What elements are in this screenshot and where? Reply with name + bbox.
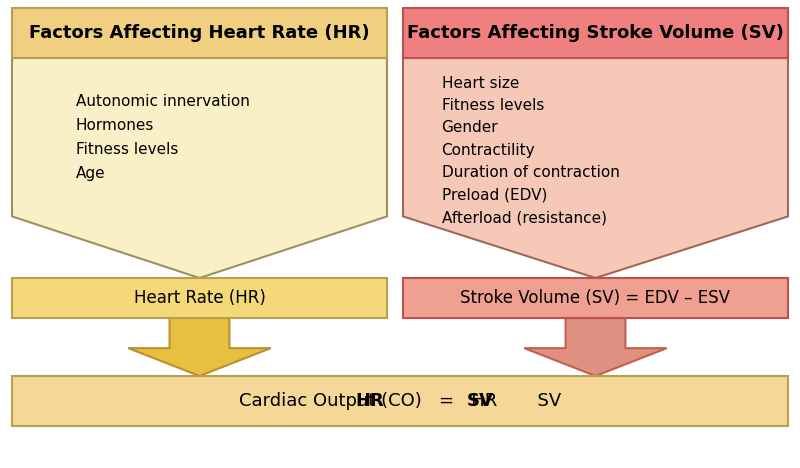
Text: Factors Affecting Stroke Volume (SV): Factors Affecting Stroke Volume (SV) [407, 24, 784, 42]
Bar [403, 8, 788, 58]
Bar [12, 376, 788, 426]
Bar [12, 8, 387, 58]
Text: Stroke Volume (SV) = EDV – ESV: Stroke Volume (SV) = EDV – ESV [461, 289, 730, 307]
Polygon shape [403, 58, 788, 278]
Text: Heart Rate (HR): Heart Rate (HR) [134, 289, 266, 307]
Bar [403, 278, 788, 318]
Text: Cardiac Output (CO)   =   HR       SV: Cardiac Output (CO) = HR SV [239, 392, 561, 410]
Bar [12, 278, 387, 318]
Polygon shape [12, 58, 387, 278]
Text: Autonomic innervation
Hormones
Fitness levels
Age: Autonomic innervation Hormones Fitness l… [76, 94, 250, 181]
Text: SV: SV [466, 392, 494, 410]
Text: Heart size
Fitness levels
Gender
Contractility
Duration of contraction
Preload (: Heart size Fitness levels Gender Contrac… [442, 75, 619, 225]
Text: HR: HR [356, 392, 384, 410]
Text: Factors Affecting Heart Rate (HR): Factors Affecting Heart Rate (HR) [29, 24, 370, 42]
Polygon shape [524, 318, 666, 376]
Polygon shape [128, 318, 270, 376]
